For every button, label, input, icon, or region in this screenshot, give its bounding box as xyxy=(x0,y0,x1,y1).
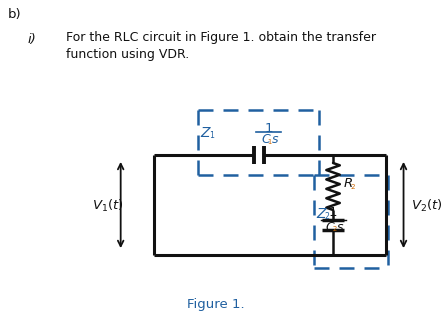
Text: 1: 1 xyxy=(329,207,337,219)
Text: i): i) xyxy=(27,33,36,46)
Text: $s$: $s$ xyxy=(336,221,344,234)
Text: $C$: $C$ xyxy=(261,133,271,146)
Text: $_2$: $_2$ xyxy=(350,182,357,191)
Text: $C$: $C$ xyxy=(325,221,336,234)
Text: $\it{Z}$: $\it{Z}$ xyxy=(316,207,328,221)
Text: $V_1(t)$: $V_1(t)$ xyxy=(92,198,123,214)
Text: $_1$: $_1$ xyxy=(208,130,215,142)
Text: $_2$: $_2$ xyxy=(332,224,338,234)
Text: b): b) xyxy=(8,8,22,21)
Text: For the RLC circuit in Figure 1. obtain the transfer: For the RLC circuit in Figure 1. obtain … xyxy=(66,31,375,44)
Text: function using VDR.: function using VDR. xyxy=(66,48,189,61)
Text: $\it{Z}$: $\it{Z}$ xyxy=(200,126,212,140)
Text: $_2$: $_2$ xyxy=(324,211,331,223)
Text: $R$: $R$ xyxy=(343,177,353,190)
Text: $V_2(t)$: $V_2(t)$ xyxy=(411,198,443,214)
Text: Figure 1.: Figure 1. xyxy=(187,298,245,311)
Text: $s$: $s$ xyxy=(271,133,280,146)
Text: $_1$: $_1$ xyxy=(267,137,273,147)
Text: 1: 1 xyxy=(264,122,273,135)
